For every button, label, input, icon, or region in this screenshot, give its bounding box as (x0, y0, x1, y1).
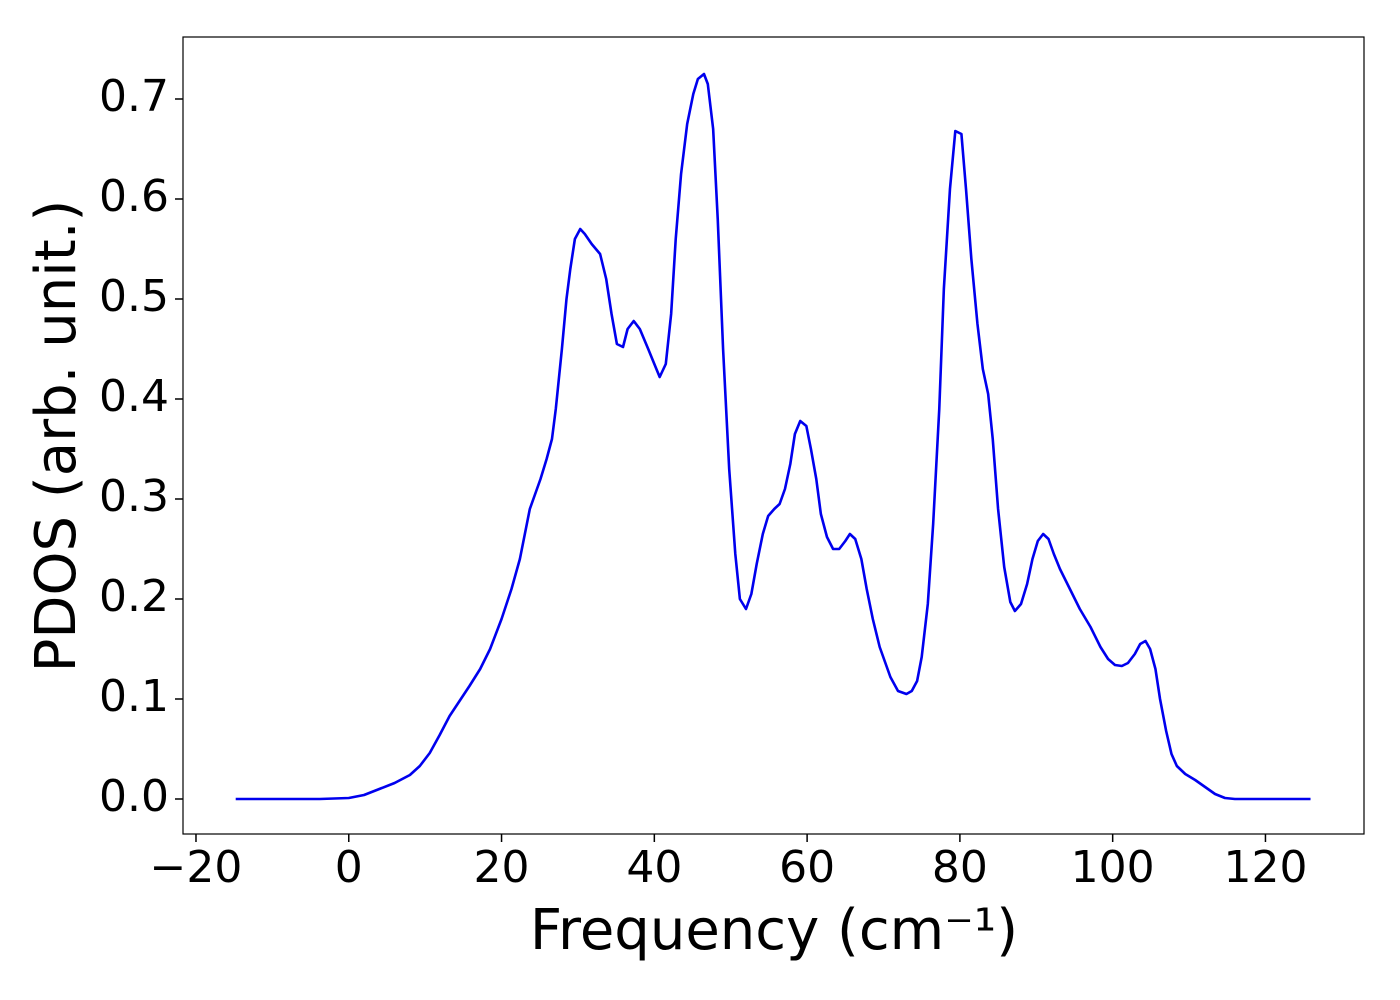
y-tick-label: 0.7 (99, 71, 169, 122)
y-tick-label: 0.3 (99, 471, 169, 522)
x-tick-label: 100 (1071, 842, 1155, 893)
plot-frame (182, 36, 1365, 835)
x-tick-label: 60 (779, 842, 835, 893)
y-tick-label: 0.1 (99, 671, 169, 722)
y-tick-label: 0.5 (99, 271, 169, 322)
data-line (235, 72, 1311, 801)
y-tick-label: 0.2 (99, 571, 169, 622)
x-tick-label: 80 (932, 842, 988, 893)
x-tick-label: −20 (150, 842, 243, 893)
y-tick-label: 0.6 (99, 171, 169, 222)
x-axis-label: Frequency (cm⁻¹) (530, 898, 1018, 963)
y-tick-label: 0.0 (99, 771, 169, 822)
x-tick-label: 40 (626, 842, 682, 893)
y-tick-label: 0.4 (99, 371, 169, 422)
x-tick-label: 0 (335, 842, 363, 893)
y-axis-label: PDOS (arb. unit.) (24, 200, 89, 673)
x-tick-label: 20 (474, 842, 530, 893)
x-tick-label: 120 (1223, 842, 1307, 893)
